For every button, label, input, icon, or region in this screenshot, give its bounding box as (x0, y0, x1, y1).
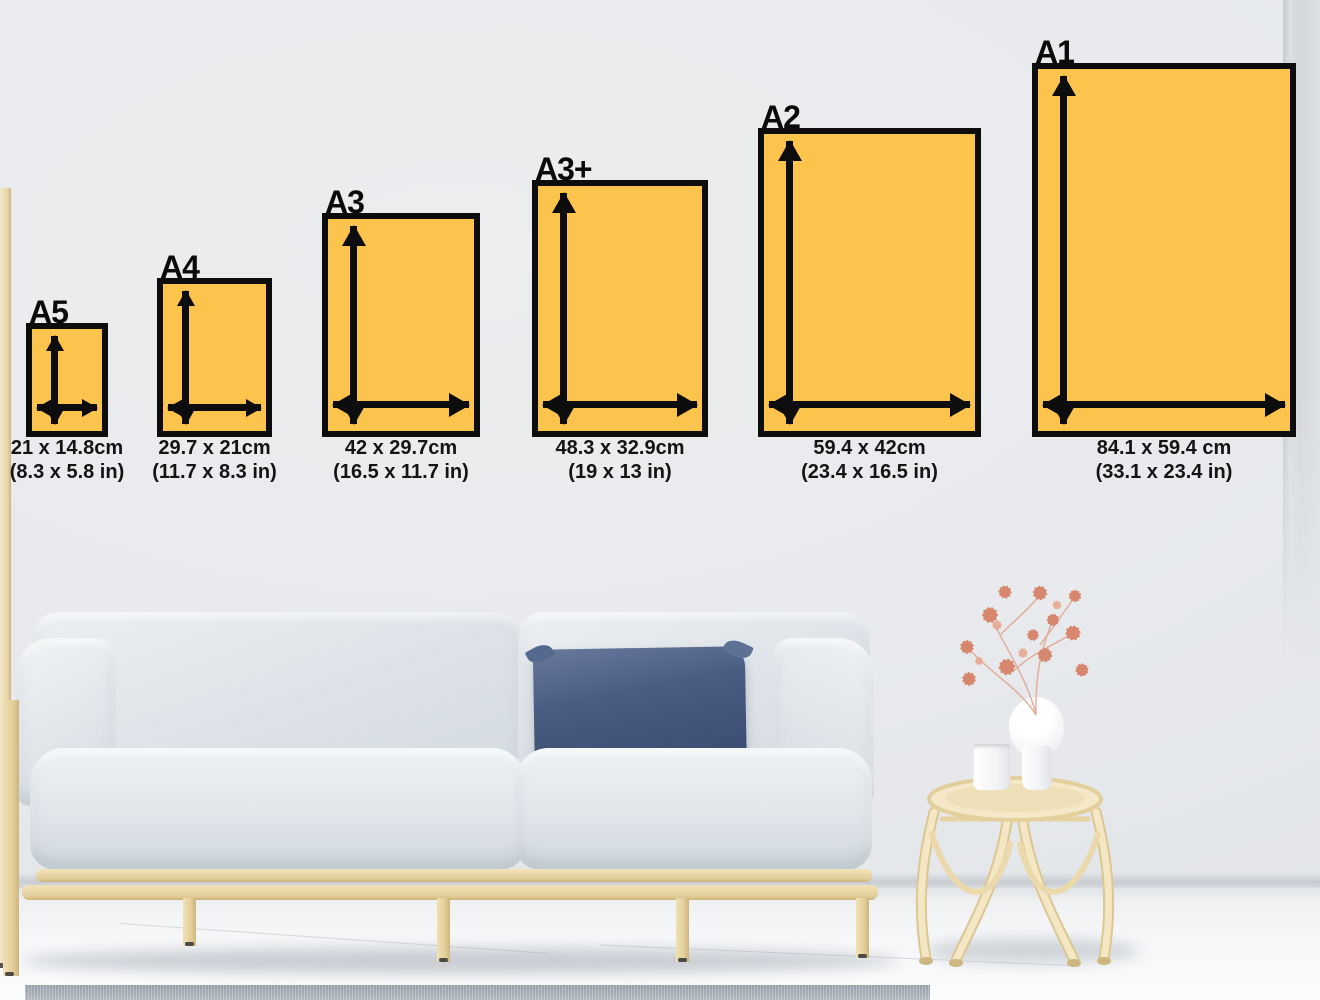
paper-size-label-a1: A1 (1035, 33, 1075, 70)
height-arrow-icon (1051, 75, 1076, 425)
paper-size-a3plus: A3+ 48.3 x 32.9cm (19 x 13 in) (532, 153, 708, 483)
sofa-leg (3, 700, 19, 976)
sofa-wood-rail-bottom (22, 885, 878, 900)
paper-size-label-a5: A5 (29, 293, 69, 330)
height-arrow-icon (551, 192, 576, 425)
sofa-seat-cushion-left (30, 748, 526, 870)
sofa-leg (437, 898, 450, 962)
floor (0, 885, 1320, 1000)
width-arrow-icon (36, 398, 98, 417)
dimensions-inches: (33.1 x 23.4 in) (1095, 461, 1233, 483)
dimensions-cm: 42 x 29.7cm (344, 437, 458, 459)
sofa-floor-shadow (20, 948, 900, 974)
paper-size-label-a4: A4 (160, 248, 200, 285)
paper-dimensions-a3: 42 x 29.7cm (16.5 x 11.7 in) (281, 436, 521, 484)
sofa-leg (183, 898, 196, 946)
width-arrow-icon (1042, 392, 1286, 417)
height-arrow-icon (777, 140, 802, 425)
rug (25, 985, 930, 1000)
paper-size-a1: A1 84.1 x 59.4 cm (33.1 x 23.4 in) (1032, 36, 1296, 483)
rattan-side-table (915, 776, 1115, 967)
white-cup (973, 744, 1010, 790)
width-arrow-icon (768, 392, 971, 417)
dried-flower-branches (957, 582, 1092, 716)
dimensions-cm: 48.3 x 32.9cm (555, 437, 685, 459)
sofa-leg (856, 898, 869, 958)
paper-size-label-a3: A3 (325, 183, 365, 220)
sofa-leg (676, 898, 689, 962)
paper-dimensions-a4: 29.7 x 21cm (11.7 x 8.3 in) (95, 436, 335, 484)
dimensions-cm: 29.7 x 21cm (158, 437, 271, 459)
dimensions-inches: (8.3 x 5.8 in) (9, 461, 125, 483)
paper-dimensions-a2: 59.4 x 42cm (23.4 x 16.5 in) (750, 436, 990, 484)
width-arrow-icon (167, 398, 262, 417)
dimensions-inches: (19 x 13 in) (568, 461, 672, 483)
paper-dimensions-a1: 84.1 x 59.4 cm (33.1 x 23.4 in) (1044, 436, 1284, 484)
paper-size-label-a3plus: A3+ (535, 150, 593, 187)
paper-dimensions-a5: 21 x 14.8cm (8.3 x 5.8 in) (0, 436, 187, 484)
paper-dimensions-a3plus: 48.3 x 32.9cm (19 x 13 in) (500, 436, 740, 484)
sofa-wood-rail-top (36, 869, 872, 882)
dimensions-inches: (11.7 x 8.3 in) (152, 461, 277, 483)
paper-size-a3: A3 42 x 29.7cm (16.5 x 11.7 in) (322, 186, 480, 483)
paper-size-a4: A4 29.7 x 21cm (11.7 x 8.3 in) (152, 251, 277, 483)
height-arrow-icon (45, 335, 64, 425)
white-vase-base (1022, 746, 1052, 790)
dimensions-inches: (16.5 x 11.7 in) (333, 461, 469, 483)
paper-size-label-a2: A2 (761, 98, 801, 135)
paper-size-a5: A5 21 x 14.8cm (8.3 x 5.8 in) (10, 296, 125, 483)
dimensions-inches: (23.4 x 16.5 in) (801, 461, 938, 483)
width-arrow-icon (542, 392, 698, 417)
paper-size-a2: A2 59.4 x 42cm (23.4 x 16.5 in) (758, 101, 981, 483)
dimensions-cm: 59.4 x 42cm (813, 437, 926, 459)
width-arrow-icon (332, 392, 470, 417)
dimensions-cm: 84.1 x 59.4 cm (1096, 437, 1232, 459)
sofa-seat-cushion-right (515, 748, 872, 870)
dimensions-cm: 21 x 14.8cm (10, 437, 124, 459)
